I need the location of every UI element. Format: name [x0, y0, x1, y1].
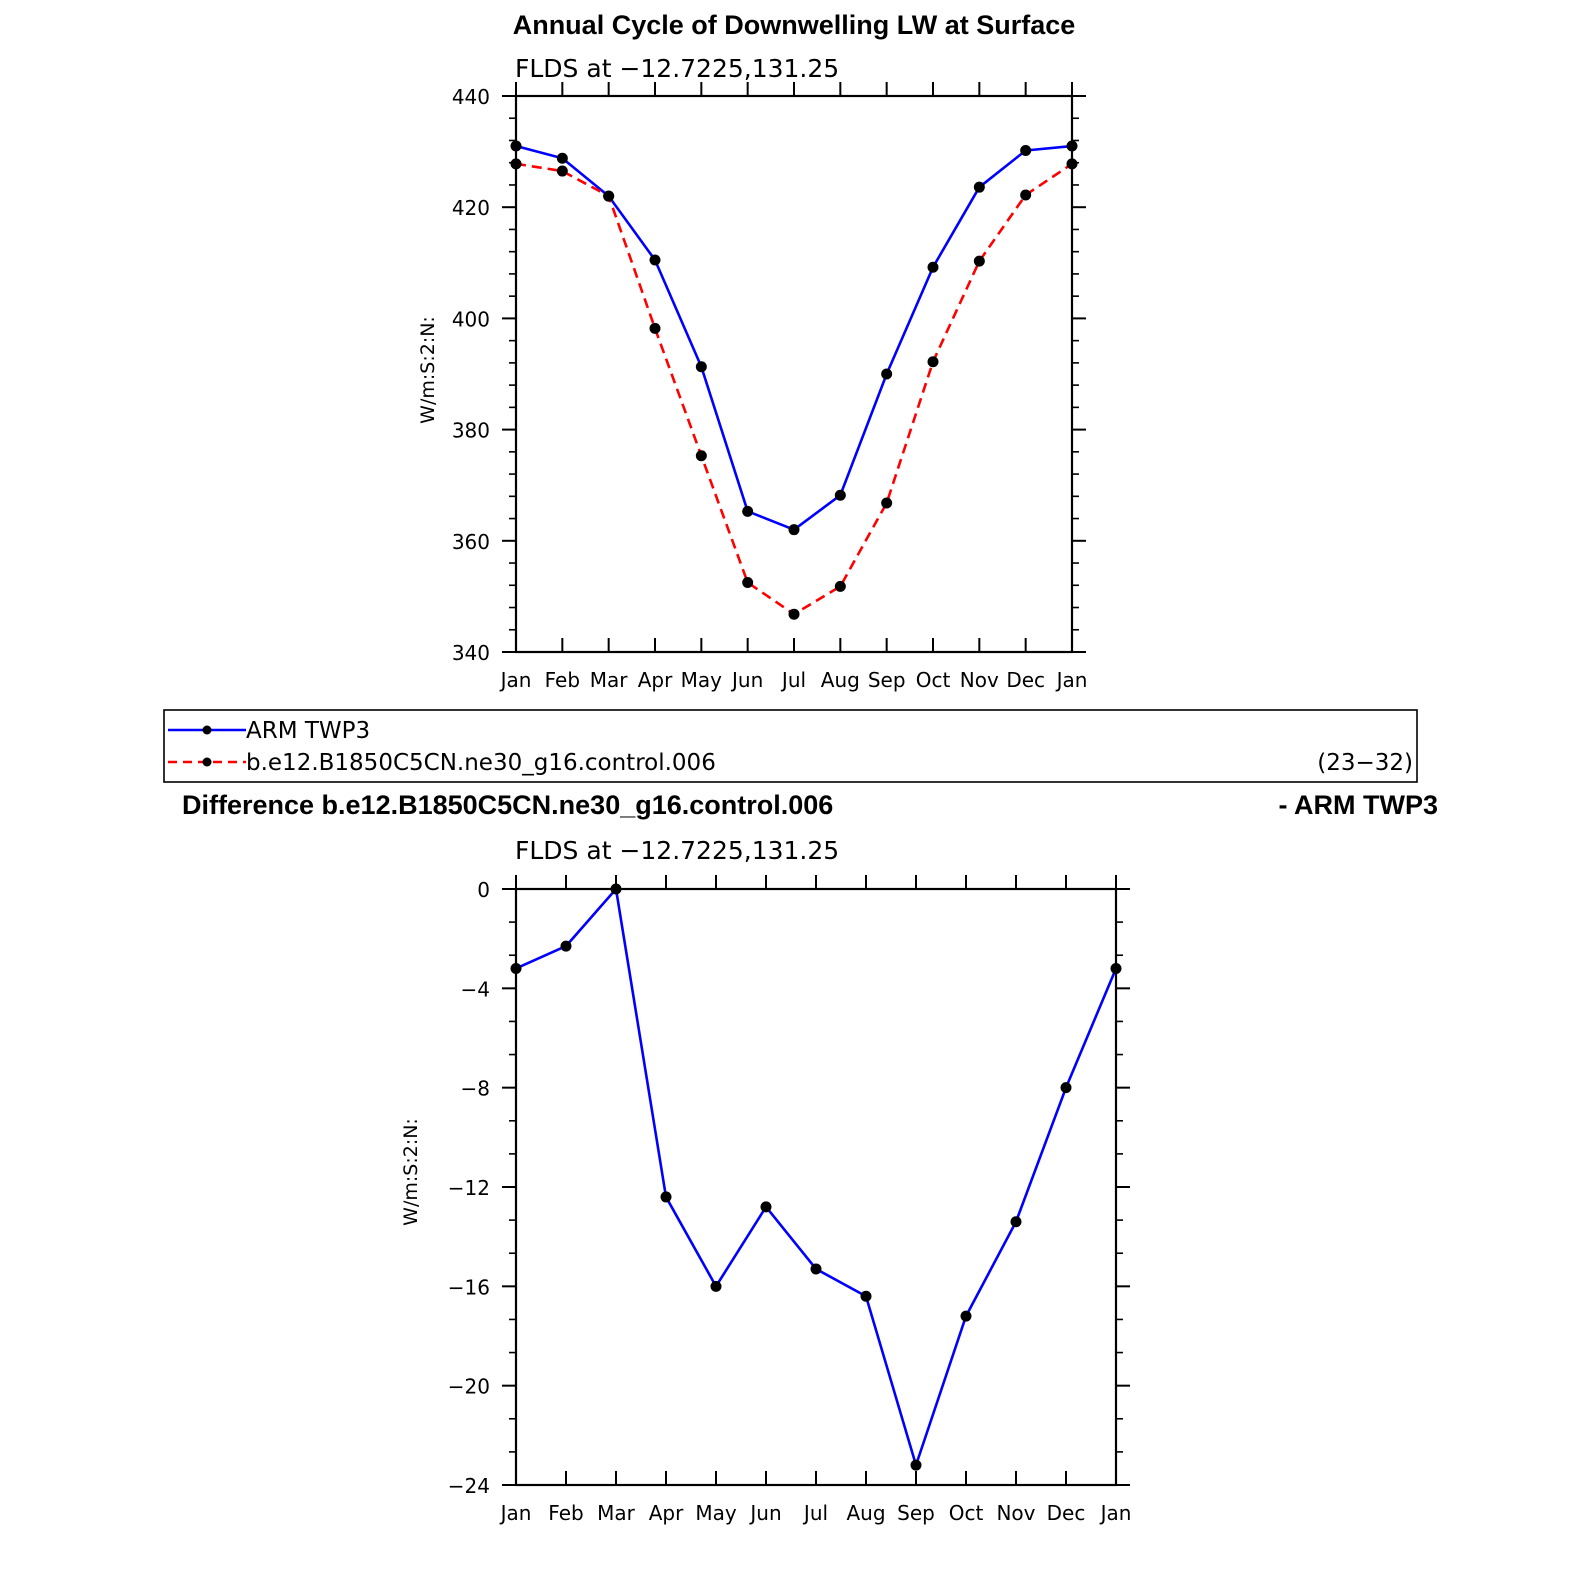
top-series-0-point: [881, 368, 893, 380]
bottom-y-tick-label: −24: [448, 1474, 490, 1498]
top-series-1-point: [788, 608, 800, 620]
bottom-plot-frame: [514, 887, 1118, 1487]
bottom-x-tick-label: Feb: [548, 1501, 583, 1525]
top-series-1-point: [834, 580, 846, 592]
top-x-tick-label: Dec: [1006, 668, 1045, 692]
top-series-1-point: [1020, 189, 1032, 201]
bottom-x-tick-label: Apr: [649, 1501, 684, 1525]
bottom-chart-subtitle: FLDS at −12.7225,131.25: [515, 836, 839, 865]
legend-label-arm: ARM TWP3: [246, 718, 370, 744]
top-chart-title: Annual Cycle of Downwelling LW at Surfac…: [513, 10, 1076, 40]
top-x-tick-label: Jan: [499, 668, 532, 692]
top-series-line-0: [515, 144, 1073, 531]
top-x-tick-label: Oct: [916, 668, 951, 692]
top-x-tick-label: Feb: [545, 668, 580, 692]
bottom-x-tick-label: Oct: [949, 1501, 984, 1525]
bottom-chart-ylabel: W/m:S:2:N:: [400, 1118, 422, 1226]
legend-label-model: b.e12.B1850C5CN.ne30_g16.control.006: [246, 750, 716, 776]
top-series-1-point: [881, 497, 893, 509]
top-x-tick-label: Jun: [730, 668, 763, 692]
top-series-1-point: [695, 450, 707, 462]
bottom-x-tick-label: Nov: [996, 1501, 1035, 1525]
top-y-tick-label: 420: [452, 196, 490, 220]
bottom-chart-plot: Jan Feb Mar Apr May Jun Jul Aug Sep Oct Nov Dec Jan−…: [448, 875, 1132, 1525]
top-x-tick-label: Apr: [638, 668, 673, 692]
bottom-y-tick-label: −8: [461, 1077, 490, 1101]
top-series-1-point: [556, 165, 568, 177]
top-x-tick-label: May: [681, 668, 723, 692]
bottom-series-0-point: [1110, 962, 1122, 974]
top-series-0-point: [1066, 140, 1078, 152]
top-series-1-point: [742, 577, 754, 588]
bottom-x-tick-label: Dec: [1047, 1501, 1086, 1525]
top-y-tick-label: 440: [452, 85, 490, 109]
bottom-series-0-point: [960, 1310, 972, 1322]
top-chart-plot: Jan Feb Mar Apr May Jun Jul Aug Sep Oct Nov Dec Jan 3…: [452, 82, 1088, 692]
top-x-tick-label: Aug: [821, 668, 860, 692]
top-x-tick-label: Sep: [868, 668, 906, 692]
bottom-series-0-point: [660, 1191, 672, 1203]
bottom-chart-title: Difference b.e12.B1850C5CN.ne30_g16.cont…: [182, 790, 833, 820]
top-series-0-point: [788, 524, 800, 536]
bottom-x-tick-label: May: [695, 1501, 737, 1525]
bottom-x-tick-label: Jun: [748, 1501, 781, 1525]
legend-marker-arm: [202, 725, 212, 735]
bottom-y-tick-label: −16: [448, 1275, 490, 1299]
legend-marker-model: [202, 757, 212, 767]
top-y-tick-label: 340: [452, 641, 490, 665]
top-x-tick-label: Mar: [590, 668, 629, 692]
legend: ARM TWP3 b.e12.B1850C5CN.ne30_g16.contro…: [163, 709, 1418, 783]
bottom-series-0-point: [1010, 1216, 1022, 1228]
top-y-tick-label: 380: [452, 419, 490, 443]
bottom-series-0-point: [510, 962, 522, 974]
top-series-1-point: [603, 190, 615, 202]
top-series-0-point: [510, 140, 522, 152]
top-series-1-point: [973, 255, 985, 267]
top-y-tick-label: 400: [452, 307, 490, 331]
top-series-0-point: [695, 361, 707, 373]
top-series-1-point: [927, 356, 939, 368]
legend-note: (23−32): [1317, 750, 1413, 776]
bottom-series-0-point: [810, 1263, 822, 1275]
top-series-0-point: [973, 181, 985, 193]
bottom-y-tick-label: −4: [461, 977, 490, 1001]
bottom-series-line-0: [515, 887, 1118, 1467]
top-y-tick-label: 360: [452, 530, 490, 554]
top-x-tick-label: Jan: [1055, 668, 1088, 692]
top-series-1-point: [510, 158, 522, 170]
bottom-x-tick-label: Aug: [846, 1501, 885, 1525]
top-chart-subtitle: FLDS at −12.7225,131.25: [515, 54, 839, 83]
top-series-line-1: [515, 162, 1073, 616]
top-series-0-point: [927, 261, 939, 273]
bottom-series-0-point: [710, 1280, 722, 1292]
top-series-0-point: [1020, 144, 1032, 156]
bottom-x-tick-label: Jan: [1099, 1501, 1132, 1525]
top-series-0-point: [649, 254, 661, 266]
top-x-tick-label: Jul: [780, 668, 806, 692]
bottom-series-0-point: [560, 940, 572, 952]
top-series-0-point: [556, 152, 568, 164]
bottom-y-tick-label: −12: [448, 1176, 490, 1200]
top-series-0-point: [834, 489, 846, 501]
bottom-series-0-point: [760, 1201, 772, 1213]
top-series-1-point: [1066, 158, 1078, 170]
bottom-x-tick-label: Jan: [499, 1501, 532, 1525]
top-x-tick-label: Nov: [960, 668, 999, 692]
bottom-x-tick-label: Jul: [802, 1501, 828, 1525]
bottom-series-0-point: [910, 1459, 922, 1471]
bottom-y-tick-label: 0: [477, 878, 490, 902]
bottom-series-0-point: [610, 883, 622, 895]
top-chart-ylabel: W/m:S:2:N:: [417, 316, 439, 424]
bottom-series-0-point: [1060, 1082, 1072, 1094]
bottom-chart-title-right: - ARM TWP3: [1279, 790, 1438, 820]
top-series-1-point: [649, 322, 661, 334]
bottom-series-0-point: [860, 1290, 872, 1302]
legend-box: [163, 709, 1418, 783]
top-series-0-point: [742, 505, 754, 517]
bottom-x-tick-label: Sep: [897, 1501, 935, 1525]
bottom-y-tick-label: −20: [448, 1375, 490, 1399]
bottom-x-tick-label: Mar: [597, 1501, 636, 1525]
